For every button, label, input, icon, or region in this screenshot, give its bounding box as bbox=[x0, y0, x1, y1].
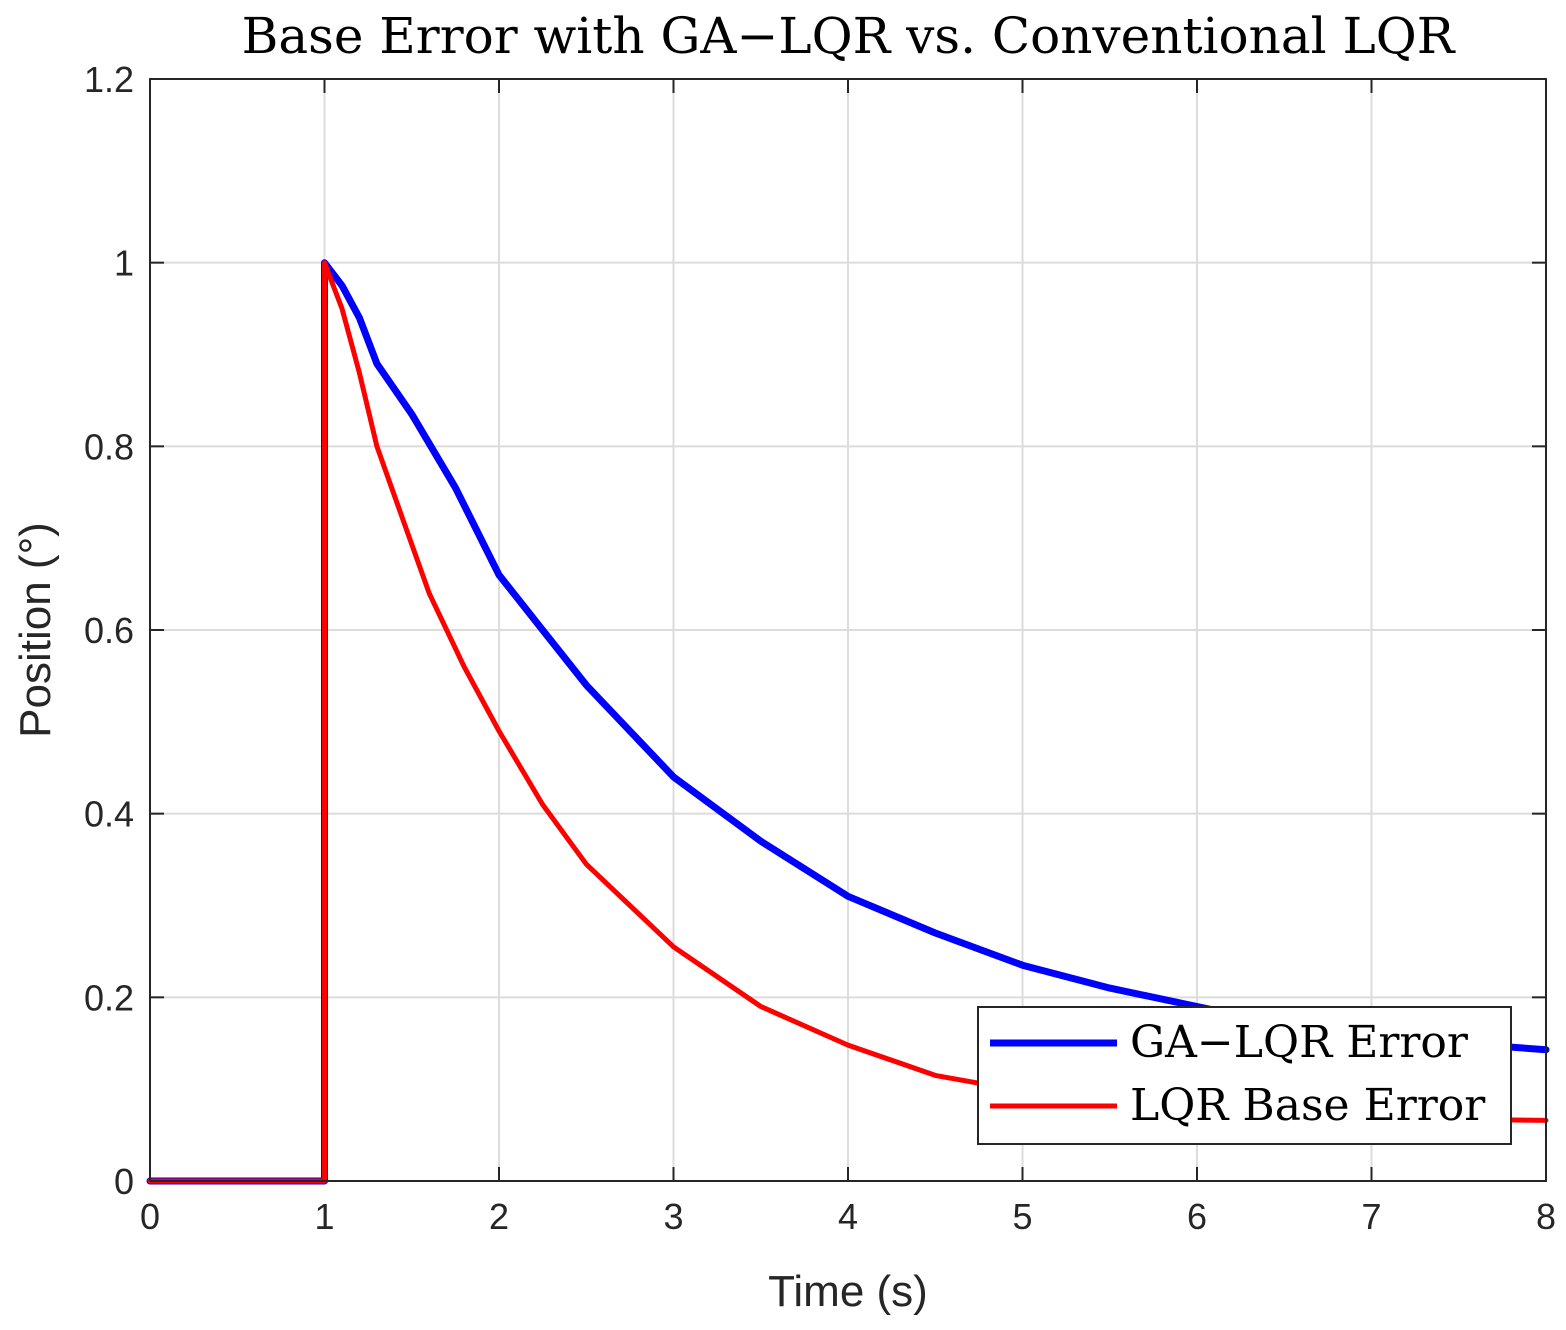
y-tick-label: 0.8 bbox=[84, 426, 134, 467]
x-tick-label: 6 bbox=[1187, 1196, 1207, 1237]
legend: GA−LQR Error LQR Base Error bbox=[977, 1006, 1512, 1145]
plot-area-frame bbox=[149, 78, 1547, 1182]
x-tick-label: 8 bbox=[1536, 1196, 1556, 1237]
x-axis-label: Time (s) bbox=[768, 1267, 928, 1316]
legend-label-lqr: LQR Base Error bbox=[1130, 1080, 1486, 1131]
y-tick-label: 1 bbox=[114, 243, 134, 284]
x-tick-label: 1 bbox=[314, 1196, 334, 1237]
y-tick-label: 0.6 bbox=[84, 610, 134, 651]
x-tick-label: 0 bbox=[140, 1196, 160, 1237]
y-tick-label: 1.2 bbox=[84, 59, 134, 100]
x-tick-label: 3 bbox=[663, 1196, 683, 1237]
chart-title: Base Error with GA−LQR vs. Conventional … bbox=[242, 7, 1456, 65]
axis-ticks: 0 1 2 3 4 5 6 7 8 0 0.2 0.4 0.6 0.8 1 1.2 bbox=[84, 59, 1556, 1237]
grid bbox=[149, 78, 1547, 1182]
x-tick-label: 4 bbox=[838, 1196, 858, 1237]
y-tick-label: 0.4 bbox=[84, 794, 134, 835]
y-tick-label: 0.2 bbox=[84, 977, 134, 1018]
x-tick-label: 2 bbox=[489, 1196, 509, 1237]
legend-box bbox=[977, 1006, 1512, 1145]
x-tick-label: 5 bbox=[1012, 1196, 1032, 1237]
y-axis-label: Position (°) bbox=[11, 522, 60, 738]
x-tick-label: 7 bbox=[1361, 1196, 1381, 1237]
y-tick-label: 0 bbox=[114, 1161, 134, 1202]
legend-label-ga-lqr: GA−LQR Error bbox=[1130, 1017, 1469, 1068]
